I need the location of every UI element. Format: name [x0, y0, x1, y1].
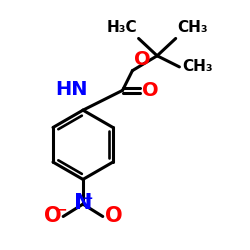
- Text: O: O: [142, 81, 159, 100]
- Text: −: −: [56, 202, 67, 216]
- Text: CH₃: CH₃: [182, 60, 213, 74]
- Text: O: O: [44, 206, 61, 227]
- Text: H₃C: H₃C: [107, 20, 137, 35]
- Text: CH₃: CH₃: [177, 20, 208, 35]
- Text: O: O: [134, 50, 150, 69]
- Text: N: N: [74, 193, 92, 213]
- Text: O: O: [105, 206, 122, 227]
- Text: HN: HN: [56, 80, 88, 99]
- Text: +: +: [83, 192, 94, 205]
